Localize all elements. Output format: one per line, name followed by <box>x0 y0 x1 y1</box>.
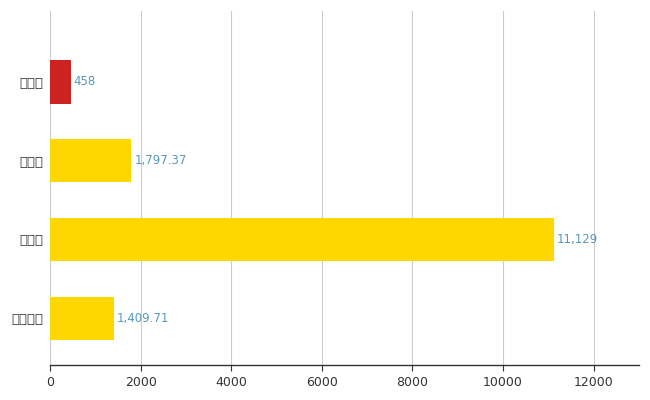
Bar <box>50 218 554 261</box>
Bar <box>50 296 114 340</box>
Bar <box>50 139 131 182</box>
Text: 1,797.37: 1,797.37 <box>134 154 187 167</box>
Text: 1,409.71: 1,409.71 <box>116 312 169 325</box>
Text: 11,129: 11,129 <box>557 233 598 246</box>
Text: 458: 458 <box>73 76 96 88</box>
Bar <box>50 60 71 104</box>
